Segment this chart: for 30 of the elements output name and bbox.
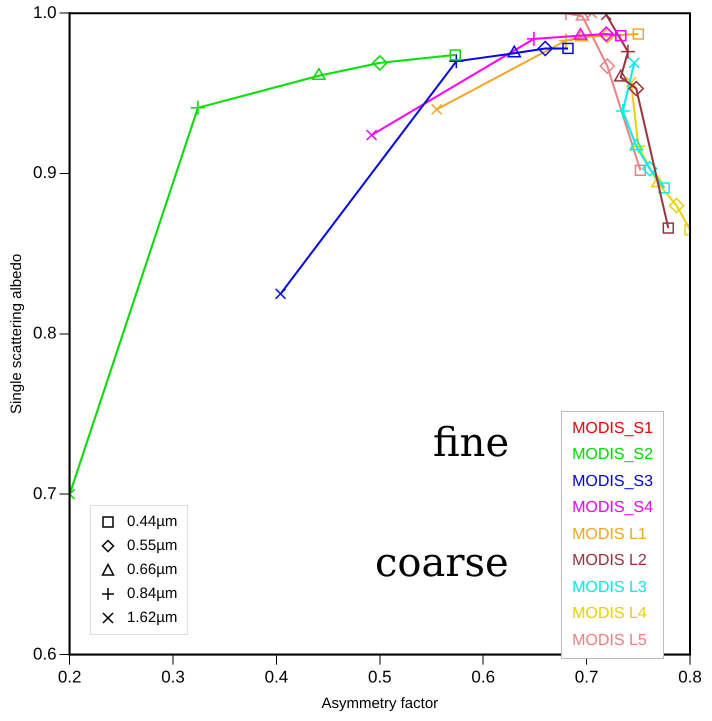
legend-label: MODIS_S1 xyxy=(572,418,653,438)
annotation: 1.62µm xyxy=(127,608,178,628)
y-tick-label: 0.9 xyxy=(32,163,57,182)
x-tick-label: 0.8 xyxy=(678,667,702,686)
annotation: fine xyxy=(433,420,510,466)
y-tick-label: 0.6 xyxy=(32,644,57,664)
text: MODIS L2 xyxy=(572,551,648,571)
x-tick-label: 0.7 xyxy=(574,667,598,686)
y-tick-label: 0.8 xyxy=(32,324,57,343)
text: MODIS_S2 xyxy=(572,445,653,465)
text: MODIS_S4 xyxy=(572,498,653,518)
x-tick-label: 0.3 xyxy=(161,667,185,686)
annotation: 0.55µm xyxy=(127,536,178,556)
x-tick-label: 0.4 xyxy=(264,667,288,686)
text: MODIS_S3 xyxy=(572,472,653,492)
y-axis-title: Single scattering albedo xyxy=(8,254,26,414)
text: MODIS L3 xyxy=(572,578,648,598)
y-tick-label: 1.0 xyxy=(32,2,57,22)
y-tick-label: 0.7 xyxy=(32,484,57,503)
text: MODIS L5 xyxy=(572,630,648,650)
annotation: 0.44µm xyxy=(127,512,178,532)
x-tick-label: 0.5 xyxy=(368,667,392,686)
text: MODIS L4 xyxy=(572,604,648,624)
annotation: 0.84µm xyxy=(127,584,178,604)
annotation: coarse xyxy=(375,540,509,586)
text: MODIS L1 xyxy=(572,524,648,544)
annotation: 0.66µm xyxy=(127,560,178,580)
x-tick-label: 0.6 xyxy=(471,667,496,686)
x-tick-label: 0.2 xyxy=(58,667,82,686)
x-axis-title: Asymmetry factor xyxy=(321,695,438,712)
